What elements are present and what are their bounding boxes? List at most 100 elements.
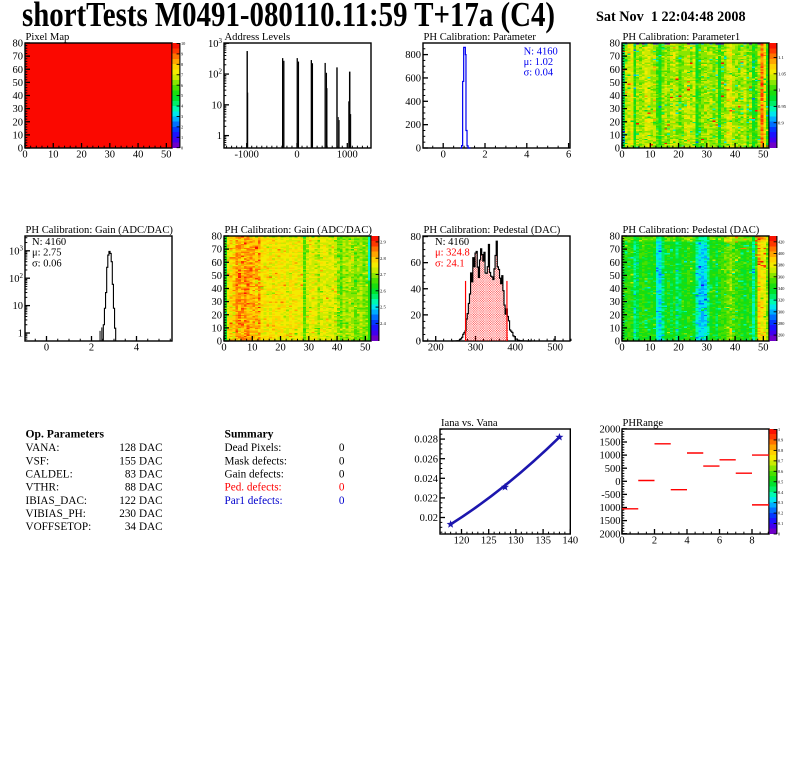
svg-text:0: 0 [294,149,299,160]
svg-text:50: 50 [161,149,172,160]
svg-text:0.8: 0.8 [778,448,783,453]
svg-text:0: 0 [615,337,620,348]
svg-text:340: 340 [778,286,784,291]
svg-text:280: 280 [778,321,784,326]
svg-text:60: 60 [610,258,621,269]
svg-text:4: 4 [524,149,530,160]
svg-text:50: 50 [212,271,223,282]
svg-text:σ: 24.1: σ: 24.1 [435,258,465,269]
svg-text:7: 7 [181,72,184,77]
svg-text:200: 200 [405,120,421,131]
svg-text:PH Calibration: Parameter1: PH Calibration: Parameter1 [623,32,741,43]
svg-text:0: 0 [339,482,345,494]
svg-text:IBIAS_DAC:: IBIAS_DAC: [26,495,88,507]
svg-text:1: 1 [778,88,781,93]
svg-text:1000: 1000 [600,451,621,462]
svg-text:2: 2 [89,342,94,353]
svg-text:0.9: 0.9 [778,438,783,443]
svg-text:103: 103 [9,244,24,257]
svg-text:1: 1 [18,329,23,340]
svg-text:10: 10 [13,131,24,142]
svg-text:300: 300 [778,309,784,314]
svg-text:50: 50 [360,342,371,353]
svg-text:0: 0 [615,477,620,488]
svg-text:800: 800 [405,50,421,61]
svg-text:1000: 1000 [600,503,621,514]
svg-text:10: 10 [645,342,656,353]
svg-text:120: 120 [454,535,470,546]
svg-text:0.1: 0.1 [778,521,783,526]
svg-text:0: 0 [778,532,780,537]
svg-text:400: 400 [778,251,784,256]
svg-text:PHRange: PHRange [623,418,664,429]
svg-text:1: 1 [778,427,780,432]
svg-text:0: 0 [619,149,624,160]
svg-text:0.2: 0.2 [778,511,783,516]
svg-text:50: 50 [758,342,769,353]
svg-text:Pixel Map: Pixel Map [26,32,70,43]
svg-text:0: 0 [181,145,183,150]
svg-text:0: 0 [18,144,23,155]
svg-text:μ: 324.8: μ: 324.8 [435,248,470,259]
svg-text:125: 125 [481,535,497,546]
svg-text:2: 2 [482,149,487,160]
svg-text:PH Calibration: Pedestal (DAC): PH Calibration: Pedestal (DAC) [623,225,760,236]
svg-text:40: 40 [610,91,621,102]
svg-text:0: 0 [615,144,620,155]
svg-text:N: 4160: N: 4160 [435,237,469,248]
svg-text:PH Calibration: Gain (ADC/DAC): PH Calibration: Gain (ADC/DAC) [225,225,373,236]
svg-text:4: 4 [181,104,184,109]
svg-text:10: 10 [247,342,257,353]
svg-text:0: 0 [44,342,49,353]
svg-text:9: 9 [181,52,183,57]
svg-text:70: 70 [212,245,223,256]
svg-text:0.6: 0.6 [778,469,783,474]
svg-text:230: 230 [119,508,136,520]
svg-text:10: 10 [212,100,223,111]
svg-text:0: 0 [619,342,624,353]
svg-text:DAC: DAC [139,521,163,533]
svg-text:30: 30 [105,149,116,160]
svg-text:140: 140 [562,535,578,546]
svg-text:Address Levels: Address Levels [225,32,291,43]
svg-text:0: 0 [619,535,624,546]
svg-text:360: 360 [778,274,784,279]
svg-text:20: 20 [212,310,223,321]
svg-text:DAC: DAC [139,508,163,520]
svg-text:N: 4160: N: 4160 [524,47,558,58]
svg-text:400: 400 [507,342,523,353]
svg-text:10: 10 [181,41,185,46]
svg-text:420: 420 [778,239,784,244]
svg-text:0.95: 0.95 [778,104,787,109]
svg-text:2.7: 2.7 [380,272,386,277]
svg-text:Op. Parameters: Op. Parameters [26,428,105,441]
svg-text:2.6: 2.6 [380,288,386,293]
svg-text:30: 30 [610,297,621,308]
svg-text:30: 30 [13,104,24,115]
svg-text:0: 0 [416,144,421,155]
svg-text:50: 50 [610,271,621,282]
svg-text:6: 6 [566,149,571,160]
svg-text:60: 60 [212,258,223,269]
svg-text:50: 50 [13,78,24,89]
svg-text:0: 0 [221,342,226,353]
svg-text:50: 50 [610,78,621,89]
svg-text:40: 40 [610,284,621,295]
svg-text:20: 20 [76,149,87,160]
svg-text:50: 50 [758,149,769,160]
svg-text:102: 102 [208,68,223,81]
svg-text:70: 70 [13,52,24,63]
svg-text:600: 600 [405,74,421,85]
svg-text:4: 4 [684,535,690,546]
svg-text:40: 40 [411,284,422,295]
svg-text:0: 0 [416,337,421,348]
svg-text:N: 4160: N: 4160 [32,237,66,248]
svg-text:500: 500 [547,342,563,353]
svg-text:10: 10 [13,301,24,312]
svg-text:60: 60 [13,65,24,76]
svg-text:20: 20 [610,117,621,128]
svg-text:VTHR:: VTHR: [26,482,60,494]
svg-text:σ: 0.06: σ: 0.06 [32,258,62,269]
svg-text:2: 2 [181,125,183,130]
svg-text:300: 300 [468,342,484,353]
